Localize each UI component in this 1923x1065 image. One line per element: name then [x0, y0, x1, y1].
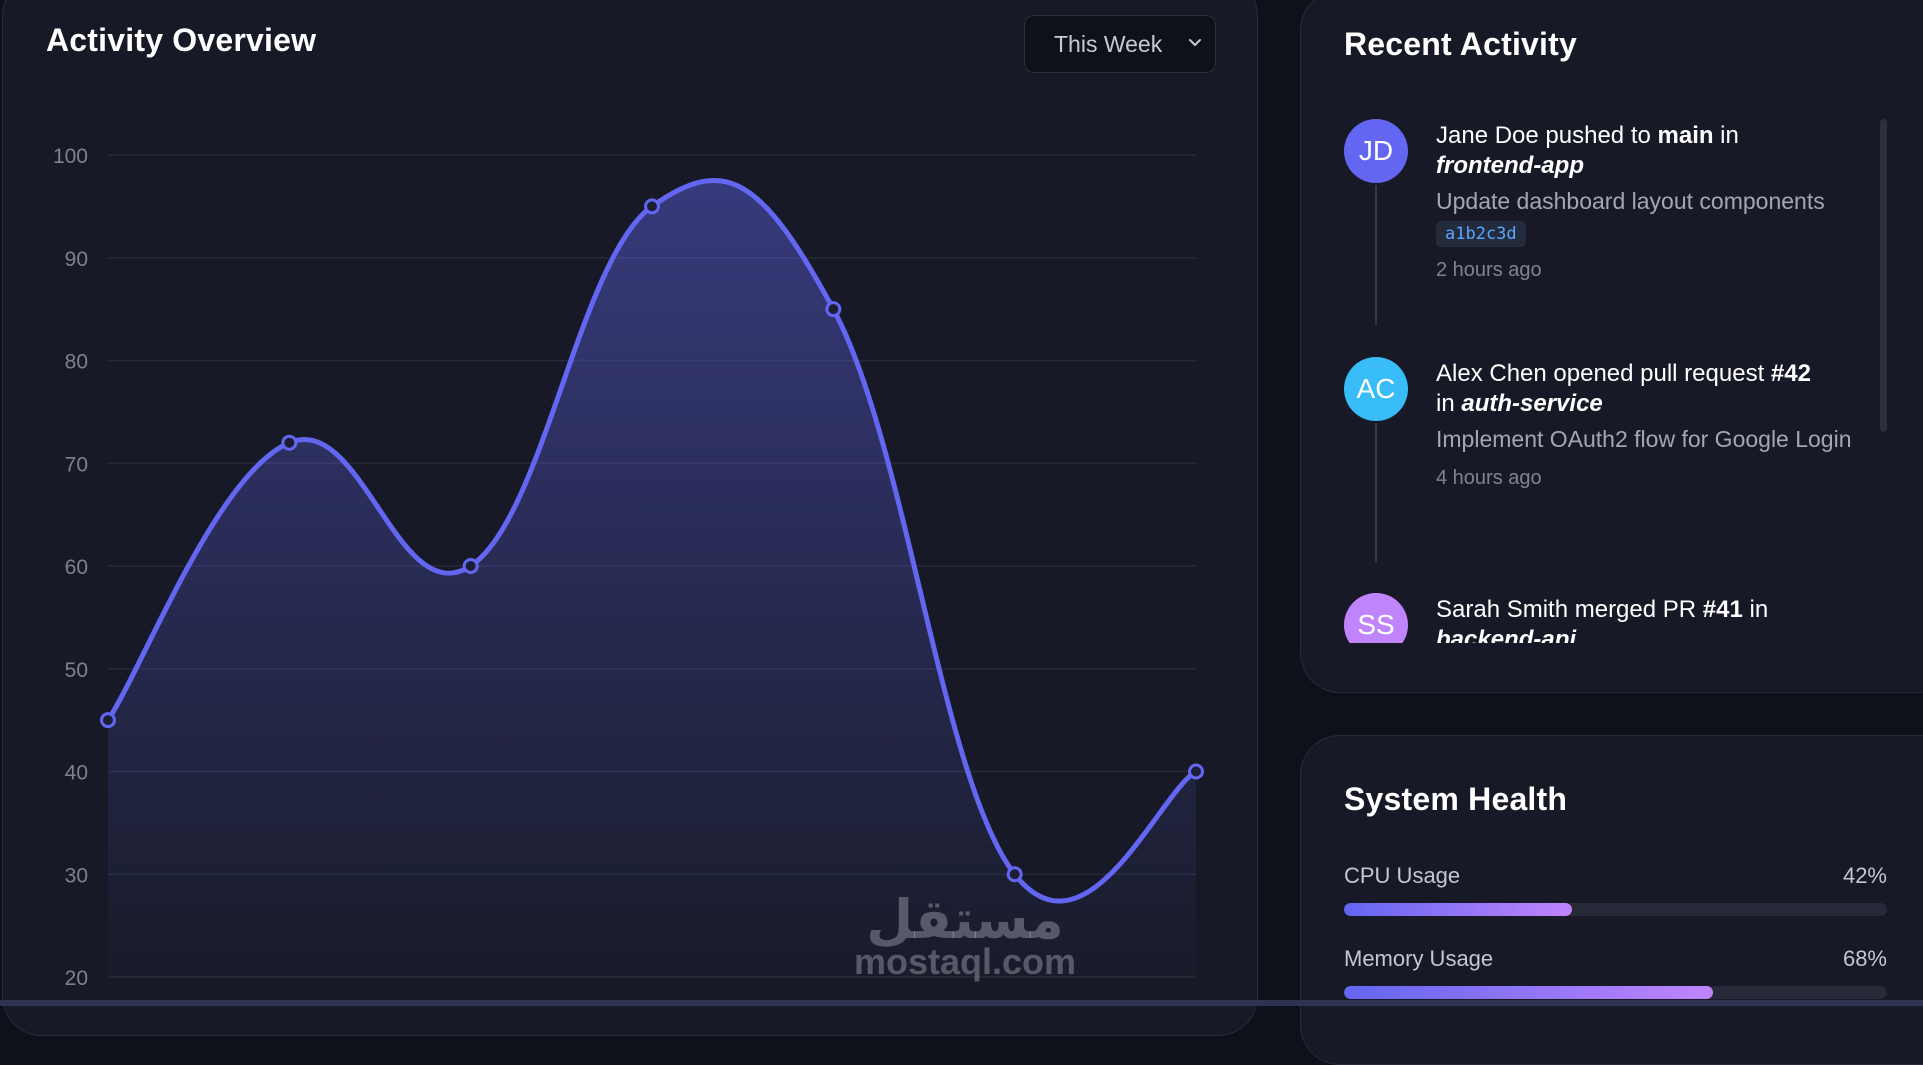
- activity-description: Implement OAuth2 flow for Google Login: [1436, 426, 1852, 452]
- bottom-edge-bar: [0, 1000, 1923, 1006]
- avatar: SS: [1344, 593, 1408, 643]
- period-select[interactable]: This Week: [1024, 15, 1216, 73]
- data-point[interactable]: [644, 198, 660, 215]
- data-point[interactable]: [281, 434, 298, 451]
- recent-activity-card: Recent Activity JD Jane Doe pushed to ma…: [1300, 0, 1923, 693]
- health-title: System Health: [1344, 781, 1568, 817]
- activity-headline: Alex Chen opened pull request #42 in aut…: [1436, 360, 1811, 417]
- avatar: JD: [1344, 119, 1408, 183]
- y-tick-label: 70: [65, 453, 88, 476]
- y-tick-label: 90: [65, 248, 88, 271]
- y-tick-label: 60: [65, 556, 88, 579]
- timeline-connector: [1375, 423, 1377, 563]
- progress-track: [1344, 903, 1887, 916]
- period-select-value: This Week: [1054, 31, 1163, 57]
- y-tick-label: 20: [65, 967, 88, 990]
- activity-scrollbar[interactable]: [1880, 119, 1887, 432]
- activity-time: 4 hours ago: [1436, 467, 1542, 489]
- y-tick-label: 100: [53, 145, 88, 168]
- activity-description: Update dashboard layout components: [1436, 188, 1825, 214]
- system-health-card: System Health CPU Usage 42% Memory Usage…: [1300, 735, 1923, 1065]
- progress-fill: [1344, 903, 1573, 916]
- chart-title: Activity Overview: [46, 22, 317, 58]
- activity-area: [108, 180, 1196, 978]
- watermark-latin: mostaql.com: [853, 941, 1077, 982]
- activity-overview-card: 20 30 40 50 60 70 80 90 100 Activity Overview Th…: [2, 0, 1258, 1036]
- y-tick-label: 50: [65, 659, 88, 682]
- progress-track: [1344, 986, 1887, 999]
- activity-chart: 20 30 40 50 60 70 80 90 100: [53, 145, 1204, 990]
- progress-fill: [1344, 986, 1714, 999]
- activity-headline: Sarah Smith merged PR #41 in backend-api: [1436, 596, 1769, 643]
- avatar: AC: [1344, 357, 1408, 421]
- commit-hash-badge[interactable]: a1b2c3d: [1436, 221, 1526, 247]
- data-point[interactable]: [462, 558, 479, 574]
- watermark: مستقل mostaql.com: [845, 890, 1085, 990]
- chevron-down-icon: [1189, 39, 1201, 46]
- data-point[interactable]: [825, 301, 842, 318]
- metric-label: Memory Usage: [1344, 946, 1494, 971]
- metric-value: 42%: [1842, 863, 1887, 888]
- y-tick-label: 40: [65, 762, 88, 785]
- activity-item[interactable]: SS Sarah Smith merged PR #41 in backend-a…: [1344, 593, 1914, 643]
- metric-value: 68%: [1842, 946, 1887, 971]
- y-tick-label: 30: [65, 864, 88, 887]
- metric-label: CPU Usage: [1344, 863, 1461, 888]
- data-point[interactable]: [100, 712, 116, 729]
- data-point[interactable]: [1188, 763, 1204, 780]
- watermark-arabic: مستقل: [866, 890, 1064, 950]
- data-point[interactable]: [1006, 866, 1023, 883]
- y-tick-label: 80: [65, 351, 88, 374]
- activity-time: 2 hours ago: [1436, 259, 1542, 281]
- activity-headline: Jane Doe pushed to main in frontend-app: [1436, 122, 1739, 179]
- activity-title: Recent Activity: [1344, 26, 1577, 62]
- timeline-connector: [1375, 185, 1377, 325]
